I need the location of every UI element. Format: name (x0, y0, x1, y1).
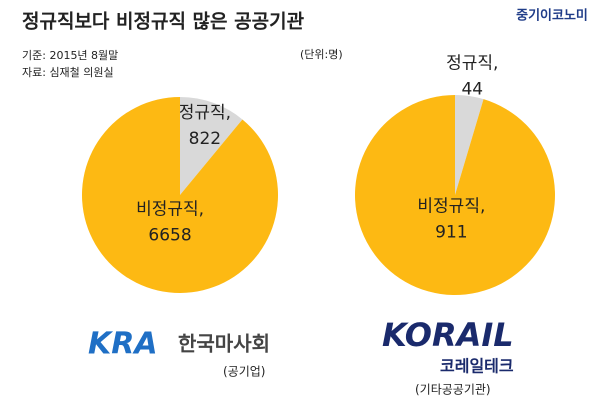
organization-note: (기타공공기관) (415, 383, 491, 397)
pie-slice (81, 97, 278, 293)
organization-note: (공기업) (223, 365, 265, 379)
slice-value: 822 (189, 129, 221, 149)
slice-label: 비정규직, (136, 200, 204, 220)
pie-slice (180, 97, 243, 195)
unit-note: (단위:명) (300, 48, 343, 61)
pie-slice (455, 95, 484, 195)
slice-label: 정규직, (446, 53, 498, 73)
slice-value: 911 (435, 223, 467, 243)
organization: 코레일테크 (440, 357, 514, 376)
brand: 중기이코노미 (516, 8, 588, 24)
logo: KORAIL (382, 316, 514, 354)
slice-label: 비정규직, (417, 197, 485, 217)
logo: KRA (88, 327, 158, 362)
slice-value: 6658 (148, 226, 191, 246)
slice-value: 44 (461, 79, 483, 99)
source-note: 자료: 심재철 의원실 (22, 66, 114, 79)
slice-label: 정규직, (179, 103, 231, 123)
pie-slice (354, 95, 555, 295)
chart-title: 정규직보다 비정규직 많은 공공기관 (22, 11, 305, 33)
basis-note: 기준: 2015년 8월말 (22, 49, 118, 62)
organization: 한국마사회 (178, 332, 270, 356)
